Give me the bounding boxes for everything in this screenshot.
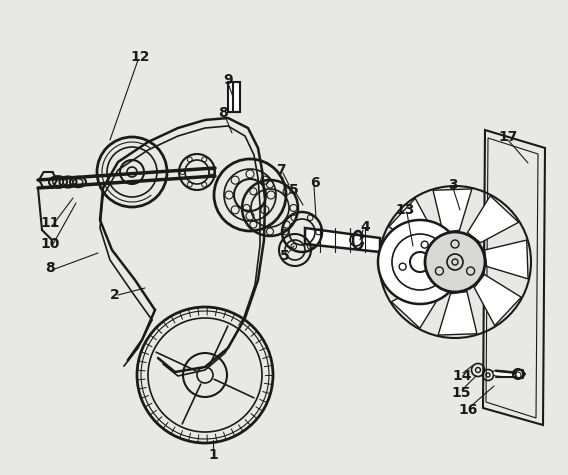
Text: 5: 5 xyxy=(289,183,299,197)
Circle shape xyxy=(378,220,462,304)
Polygon shape xyxy=(389,199,436,249)
Text: 10: 10 xyxy=(40,237,60,251)
Text: 2: 2 xyxy=(110,288,120,302)
Bar xyxy=(228,82,240,112)
Text: 14: 14 xyxy=(452,369,472,383)
Polygon shape xyxy=(382,245,425,284)
Text: 17: 17 xyxy=(498,130,517,144)
Text: 13: 13 xyxy=(395,203,415,217)
Text: 9: 9 xyxy=(223,73,233,87)
Polygon shape xyxy=(433,189,472,232)
Polygon shape xyxy=(391,281,442,328)
Text: 16: 16 xyxy=(458,403,478,417)
Text: 7: 7 xyxy=(276,163,286,177)
Text: 8: 8 xyxy=(218,106,228,120)
Polygon shape xyxy=(467,196,519,243)
Text: 11: 11 xyxy=(40,216,60,230)
Text: 1: 1 xyxy=(208,448,218,462)
Text: 3: 3 xyxy=(448,178,458,192)
Text: 4: 4 xyxy=(360,220,370,234)
Polygon shape xyxy=(485,240,528,279)
Text: 6: 6 xyxy=(310,176,320,190)
Text: 5: 5 xyxy=(280,249,290,263)
Text: 15: 15 xyxy=(451,386,471,400)
Polygon shape xyxy=(438,292,477,335)
Text: 12: 12 xyxy=(130,50,150,64)
Polygon shape xyxy=(305,228,380,252)
Text: 8: 8 xyxy=(45,261,55,275)
Circle shape xyxy=(425,232,485,292)
Polygon shape xyxy=(474,275,521,325)
